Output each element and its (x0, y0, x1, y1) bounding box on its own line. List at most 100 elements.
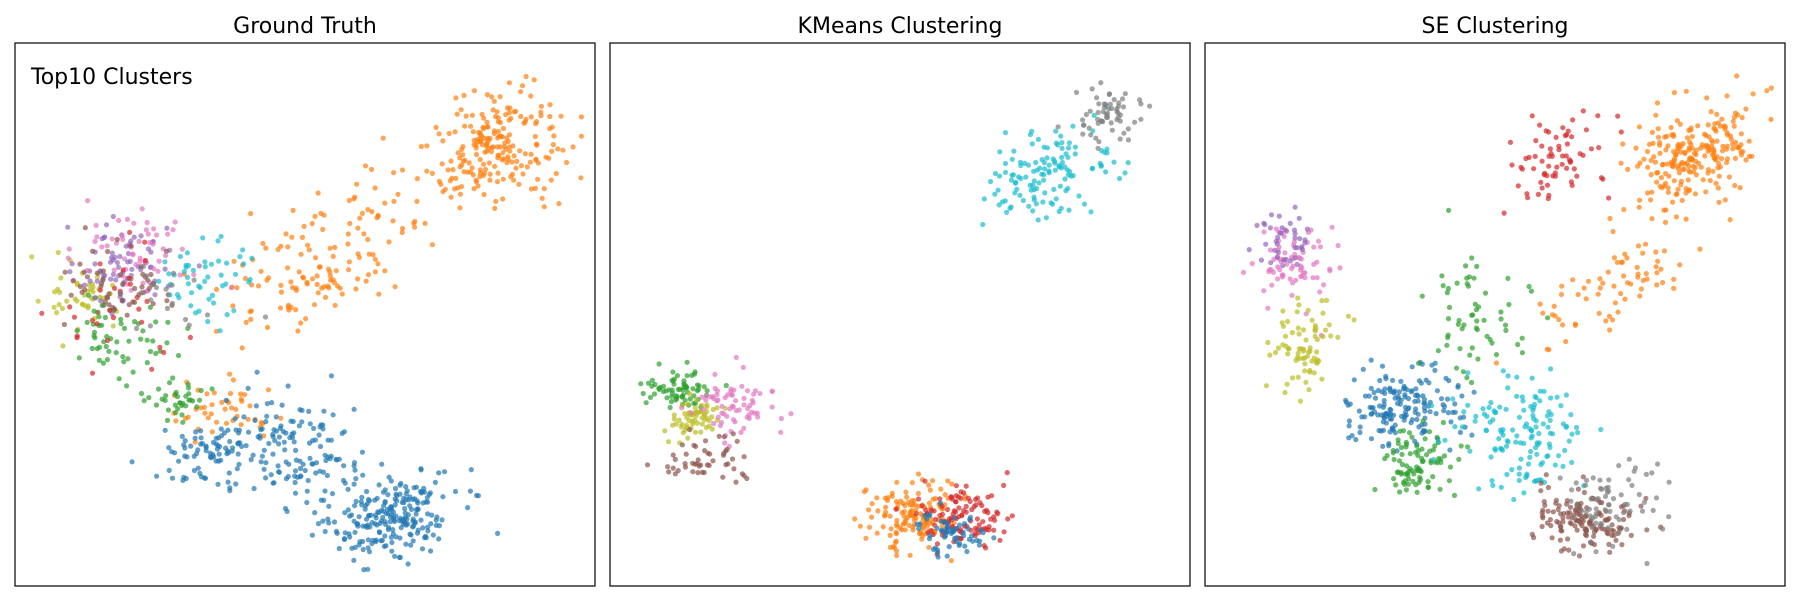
scatter-point (66, 246, 72, 252)
scatter-point (724, 413, 730, 419)
scatter-point (1497, 404, 1503, 410)
scatter-point (915, 496, 922, 502)
plot-frame (1204, 42, 1786, 587)
scatter-point (684, 401, 691, 407)
scatter-point (778, 415, 785, 422)
scatter-point (429, 170, 435, 176)
scatter-point (1666, 514, 1672, 520)
scatter-point (382, 487, 388, 493)
scatter-point (1476, 304, 1482, 310)
scatter-point (1297, 267, 1303, 273)
scatter-point (1607, 549, 1613, 555)
scatter-point (185, 414, 191, 420)
scatter-point (1282, 333, 1289, 339)
scatter-point (1407, 451, 1413, 457)
scatter-point (1550, 173, 1556, 179)
scatter-point (1592, 513, 1598, 520)
scatter-point (386, 474, 392, 480)
scatter-point (204, 312, 211, 318)
scatter-point (1372, 395, 1379, 401)
scatter-point (1572, 523, 1578, 529)
scatter-point (1665, 143, 1671, 149)
scatter-point (961, 533, 967, 539)
scatter-point (1507, 139, 1514, 145)
scatter-point (1702, 153, 1708, 159)
scatter-point (136, 238, 142, 244)
scatter-point (213, 435, 219, 441)
scatter-point (539, 195, 545, 201)
scatter-point (1457, 346, 1463, 352)
scatter-point (1541, 499, 1547, 505)
scatter-point (1104, 150, 1110, 156)
scatter-point (445, 167, 451, 173)
scatter-point (730, 431, 736, 437)
scatter-point (104, 357, 110, 363)
scatter-point (695, 470, 701, 476)
scatter-point (173, 410, 179, 416)
scatter-point (893, 548, 900, 554)
scatter-point (204, 391, 210, 397)
scatter-point (245, 416, 251, 422)
scatter-point (429, 242, 435, 248)
scatter-point (1615, 309, 1621, 315)
scatter-point (701, 469, 707, 476)
scatter-point (640, 390, 646, 397)
scatter-point (140, 328, 146, 334)
scatter-point (285, 244, 291, 250)
scatter-point (164, 225, 170, 231)
scatter-point (1346, 423, 1352, 429)
scatter-point (1109, 127, 1115, 133)
scatter-point (1624, 526, 1630, 532)
scatter-point (1469, 345, 1475, 351)
scatter-point (131, 234, 137, 240)
scatter-point (422, 220, 428, 226)
panel-ground-truth: Ground Truth Top10 Clusters (14, 14, 596, 587)
scatter-point (1589, 524, 1595, 531)
scatter-point (996, 202, 1002, 208)
scatter-point (1408, 389, 1414, 395)
scatter-point (188, 443, 194, 449)
scatter-point (327, 245, 333, 251)
scatter-point (468, 123, 474, 129)
scatter-point (1433, 411, 1439, 417)
scatter-point (382, 268, 388, 274)
scatter-point (1415, 398, 1421, 404)
scatter-point (340, 477, 347, 484)
scatter-point (880, 524, 886, 530)
scatter-point (917, 511, 924, 517)
scatter-point (111, 285, 118, 291)
scatter-point (888, 526, 894, 532)
scatter-point (1626, 456, 1632, 462)
scatter-point (148, 249, 154, 255)
scatter-point (1383, 420, 1389, 426)
scatter-point (913, 510, 919, 517)
scatter-point (679, 442, 686, 448)
scatter-point (1397, 489, 1403, 495)
scatter-point (665, 439, 672, 445)
scatter-point (1008, 204, 1014, 210)
scatter-point (1452, 424, 1458, 430)
scatter-point (99, 302, 105, 308)
scatter-point (332, 302, 338, 308)
scatter-point (1696, 160, 1702, 166)
scatter-point (85, 292, 91, 298)
scatter-point (1629, 482, 1635, 488)
scatter-point (683, 451, 689, 457)
scatter-point (944, 524, 950, 530)
scatter-point (126, 302, 132, 308)
scatter-point (285, 304, 291, 310)
scatter-point (1434, 434, 1440, 440)
scatter-point (995, 510, 1001, 517)
scatter-point (397, 491, 403, 497)
scatter-point (413, 511, 419, 517)
scatter-point (1568, 179, 1574, 185)
scatter-point (1412, 392, 1419, 398)
scatter-point (527, 159, 533, 165)
scatter-point (494, 179, 501, 185)
scatter-point (1382, 386, 1388, 392)
scatter-point (391, 517, 397, 523)
scatter-point (1058, 205, 1064, 211)
scatter-point (518, 163, 525, 169)
scatter-point (1684, 135, 1691, 141)
scatter-point (224, 312, 230, 318)
